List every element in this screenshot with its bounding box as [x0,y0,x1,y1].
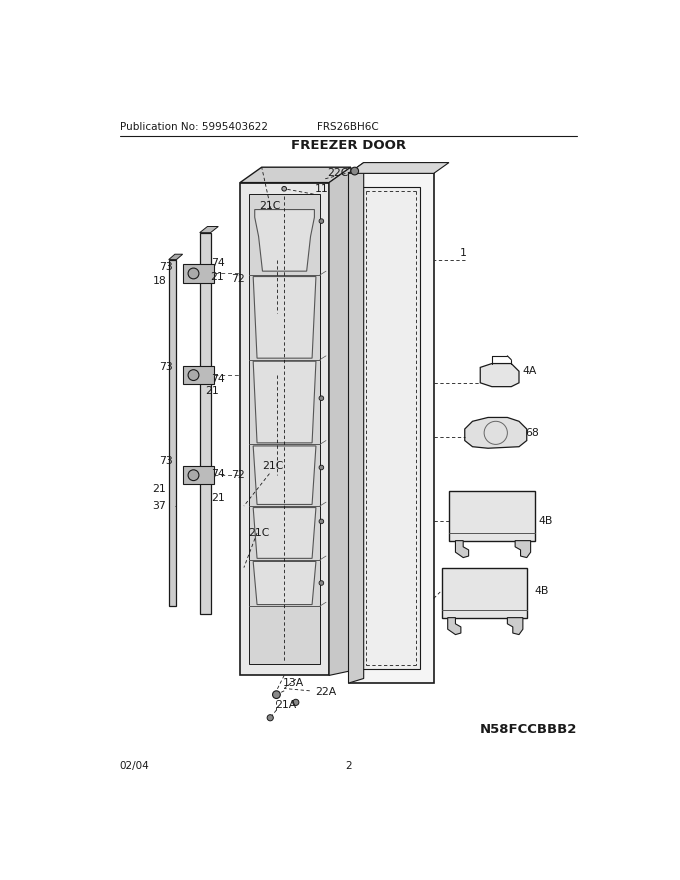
Text: 74: 74 [211,374,225,384]
Polygon shape [253,276,316,358]
Polygon shape [253,446,316,504]
Text: 21C: 21C [262,461,283,471]
Circle shape [267,715,273,721]
Polygon shape [507,618,523,634]
Text: 18: 18 [153,276,167,286]
Polygon shape [464,417,527,448]
Circle shape [351,167,358,175]
Text: 4B: 4B [539,517,553,526]
Polygon shape [253,561,316,605]
Polygon shape [240,167,351,182]
Text: 72: 72 [231,470,244,480]
Circle shape [282,187,286,191]
Text: 1: 1 [460,248,467,259]
Text: 2: 2 [345,761,352,771]
Polygon shape [169,260,176,606]
Text: 13A: 13A [283,678,304,688]
Polygon shape [515,540,530,558]
Text: 37: 37 [152,501,166,511]
Polygon shape [183,264,214,282]
Text: FREEZER DOOR: FREEZER DOOR [291,139,406,152]
Text: 72: 72 [231,274,244,284]
Circle shape [319,519,324,524]
Polygon shape [441,568,527,618]
Polygon shape [169,254,183,260]
Text: 21: 21 [211,272,224,282]
Polygon shape [456,540,469,558]
Polygon shape [253,508,316,558]
Circle shape [319,396,324,400]
Text: 11: 11 [315,184,329,194]
Polygon shape [250,194,320,664]
Circle shape [188,470,199,480]
Text: 73: 73 [159,457,173,466]
Polygon shape [329,167,351,676]
Polygon shape [183,366,214,385]
Polygon shape [200,226,218,232]
Text: 74: 74 [211,259,225,268]
Polygon shape [447,618,461,634]
Circle shape [188,370,199,380]
Text: 21C: 21C [259,201,281,210]
Text: 02/04: 02/04 [120,761,150,771]
Polygon shape [480,363,519,386]
Circle shape [273,691,280,699]
Text: 74: 74 [211,469,225,479]
Circle shape [292,700,299,706]
Polygon shape [449,491,534,540]
Text: 73: 73 [159,363,173,372]
Polygon shape [240,182,329,676]
Circle shape [319,581,324,585]
Text: 73: 73 [159,262,173,272]
Text: 21A: 21A [275,700,296,709]
Polygon shape [348,173,434,683]
Polygon shape [362,187,420,669]
Circle shape [319,466,324,470]
Circle shape [188,268,199,279]
Text: 21C: 21C [248,528,269,538]
Polygon shape [183,466,214,484]
Circle shape [319,219,324,224]
Text: 4A: 4A [523,366,537,377]
Polygon shape [348,163,364,683]
Text: 68: 68 [525,428,539,438]
Polygon shape [253,361,316,443]
Polygon shape [348,163,449,173]
Text: Publication No: 5995403622: Publication No: 5995403622 [120,122,268,132]
Text: 4B: 4B [534,586,549,596]
Text: FRS26BH6C: FRS26BH6C [318,122,379,132]
Text: N58FCCBBB2: N58FCCBBB2 [480,722,577,736]
Text: 21: 21 [211,494,225,503]
Polygon shape [255,209,314,271]
Polygon shape [200,232,211,614]
Text: 21: 21 [205,385,219,395]
Text: 22C: 22C [328,168,349,179]
Text: 22A: 22A [315,687,337,697]
Text: 21: 21 [152,484,166,494]
